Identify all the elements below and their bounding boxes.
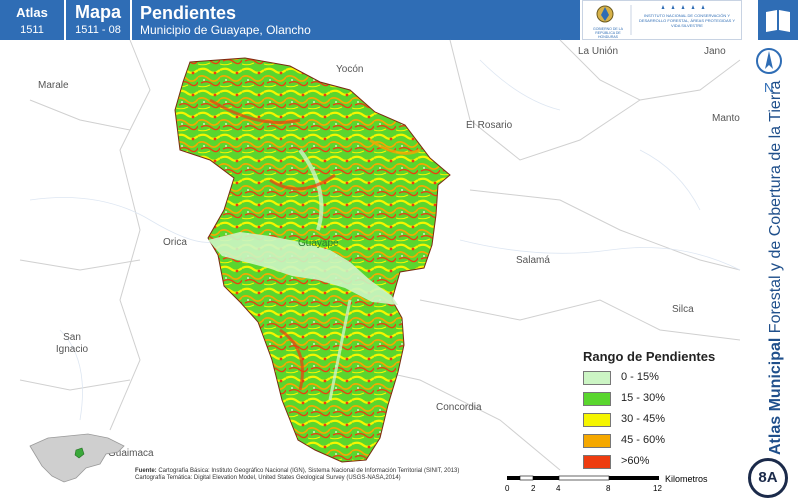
legend-swatch xyxy=(583,413,611,427)
place-label-orica: Orica xyxy=(163,237,187,248)
place-label-el-rosario: El Rosario xyxy=(466,120,513,131)
legend-label: 30 - 45% xyxy=(621,413,666,425)
scale-bar: Kilometros 0 2 4 8 12 xyxy=(505,472,735,500)
north-label: N xyxy=(764,80,774,95)
place-label-salama: Salamá xyxy=(516,255,550,266)
logo-right-text: INSTITUTO NACIONAL DE CONSERVACIÓN Y DES… xyxy=(638,13,736,28)
place-label-san-ignacio: San Ignacio xyxy=(55,332,89,355)
slope-legend: Rango de Pendientes 0 - 15% 15 - 30% 30 … xyxy=(578,345,738,475)
legend-label: 0 - 15% xyxy=(621,371,659,383)
atlas-code-box: Atlas 1511 xyxy=(0,0,64,40)
honduras-locator-map xyxy=(29,433,125,483)
vertical-title-bold: Atlas Municipal xyxy=(767,337,784,455)
place-label-yocon: Yocón xyxy=(336,64,364,75)
legend-label: 15 - 30% xyxy=(621,392,666,404)
coat-of-arms-icon xyxy=(596,5,705,35)
legend-swatch xyxy=(583,371,611,385)
scale-tick: 2 xyxy=(531,484,536,493)
legend-item: >60% xyxy=(583,455,733,471)
map-header: Atlas 1511 Mapa 1511 - 08 Pendientes Mun… xyxy=(0,0,750,40)
map-subtitle: Municipio de Guayape, Olancho xyxy=(140,23,311,37)
legend-swatch xyxy=(583,434,611,448)
legend-item: 0 - 15% xyxy=(583,371,733,387)
book-icon[interactable] xyxy=(758,0,798,40)
map-badge: 8A xyxy=(748,458,788,498)
valley-low-slope xyxy=(208,232,398,305)
source-line-1: Cartografía Básica: Instituto Geográfico… xyxy=(158,468,460,474)
place-label-concordia: Concordia xyxy=(436,402,482,413)
legend-label: >60% xyxy=(621,455,650,467)
vertical-title-rest: Forestal y de Cobertura de la Tierra xyxy=(767,80,784,334)
right-sidebar xyxy=(758,0,800,500)
title-box: Pendientes Municipio de Guayape, Olancho xyxy=(132,0,580,40)
place-label-silca: Silca xyxy=(672,304,694,315)
scale-tick: 4 xyxy=(556,484,561,493)
atlas-code: 1511 xyxy=(20,24,44,36)
legend-item: 45 - 60% xyxy=(583,434,733,450)
mapa-code: 1511 - 08 xyxy=(75,24,121,36)
place-label-guaimaca: Guaimaca xyxy=(108,448,154,459)
legend-swatch xyxy=(583,392,611,406)
scale-tick: 12 xyxy=(653,484,662,493)
legend-item: 30 - 45% xyxy=(583,413,733,429)
place-label-manto: Manto xyxy=(712,113,740,124)
guayape-locator-marker xyxy=(74,447,85,459)
map-canvas[interactable] xyxy=(0,0,750,500)
source-label: Fuente: xyxy=(135,468,157,474)
atlas-label: Atlas xyxy=(16,5,48,20)
north-arrow-icon xyxy=(756,48,782,74)
scale-unit: Kilometros xyxy=(665,474,708,484)
source-line-2: Cartografía Temática: Digital Elevation … xyxy=(135,475,401,481)
place-label-marale: Marale xyxy=(38,80,69,91)
map-title: Pendientes xyxy=(140,3,237,23)
place-label-la-union: La Unión xyxy=(578,46,619,57)
scale-tick: 8 xyxy=(606,484,611,493)
legend-item: 15 - 30% xyxy=(583,392,733,408)
legend-label: 45 - 60% xyxy=(621,434,666,446)
mapa-label: Mapa xyxy=(74,2,121,22)
logo-left-text: GOBIERNO DE LA REPÚBLICA DE HONDURAS xyxy=(593,27,623,39)
place-label-guayape: Guayape xyxy=(298,238,339,249)
legend-title: Rango de Pendientes xyxy=(583,349,716,364)
institution-logos: GOBIERNO DE LA REPÚBLICA DE HONDURAS INS… xyxy=(582,0,742,40)
place-label-jano: Jano xyxy=(704,46,726,57)
scale-tick: 0 xyxy=(505,484,510,493)
source-credits: Fuente: Cartografía Básica: Instituto Ge… xyxy=(135,468,515,482)
legend-swatch xyxy=(583,455,611,469)
vertical-atlas-title: Atlas Municipal Forestal y de Cobertura … xyxy=(767,81,785,455)
mapa-code-box: Mapa 1511 - 08 xyxy=(66,0,130,40)
